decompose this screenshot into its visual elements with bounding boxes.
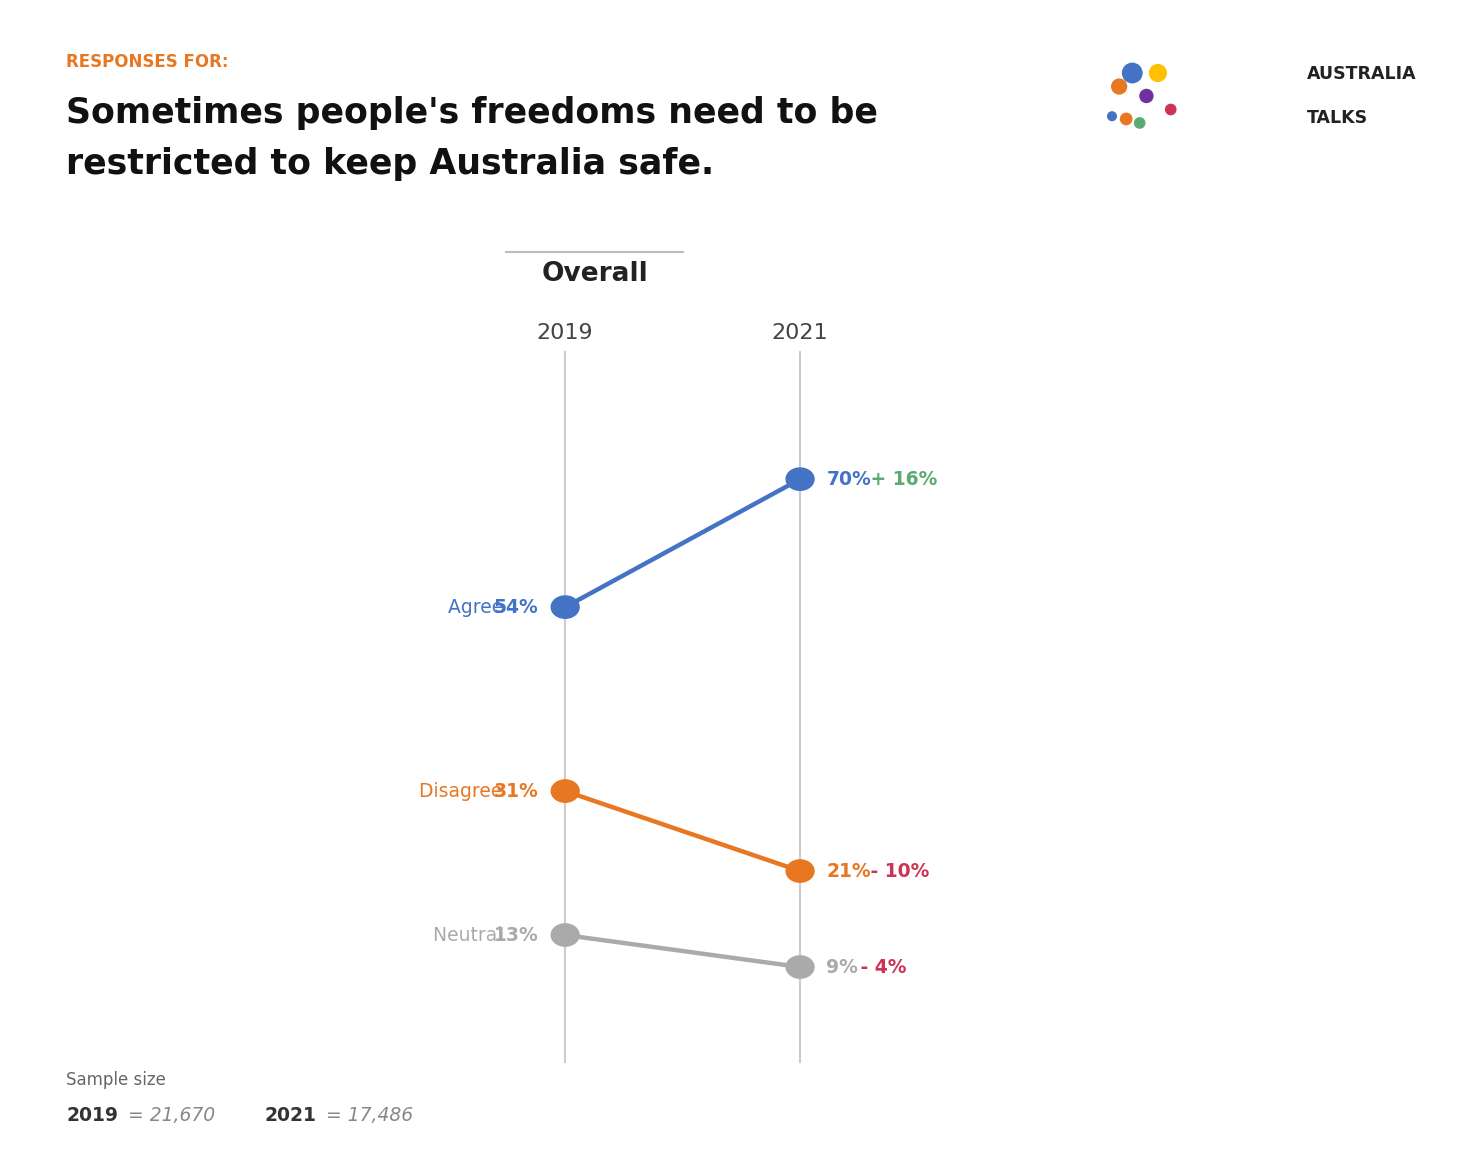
Point	[791, 1055, 809, 1070]
Point	[556, 784, 574, 798]
Text: Neutral: Neutral	[433, 925, 509, 945]
Text: 54%: 54%	[495, 598, 539, 616]
Text: 2021: 2021	[264, 1106, 316, 1125]
Point	[556, 1055, 574, 1070]
Point	[556, 927, 574, 942]
Circle shape	[1120, 113, 1132, 124]
Point	[556, 600, 574, 614]
Circle shape	[1135, 117, 1145, 128]
Text: 70%: 70%	[826, 470, 871, 488]
Text: 2019: 2019	[537, 323, 593, 343]
Circle shape	[787, 956, 815, 978]
Point	[791, 960, 809, 974]
Circle shape	[1108, 112, 1116, 121]
Text: 13%: 13%	[495, 925, 539, 945]
Point	[556, 345, 574, 359]
Text: Disagree: Disagree	[420, 782, 509, 801]
Circle shape	[1166, 104, 1176, 115]
Point	[674, 245, 691, 259]
Circle shape	[1123, 63, 1142, 82]
Text: 9%: 9%	[826, 958, 859, 977]
Line: 2 pts: 2 pts	[565, 935, 800, 967]
Text: 2021: 2021	[772, 323, 828, 343]
Text: TALKS: TALKS	[1307, 109, 1368, 127]
Text: 21%: 21%	[826, 862, 871, 880]
Circle shape	[1111, 79, 1126, 94]
Text: Sample size: Sample size	[66, 1071, 166, 1088]
Circle shape	[787, 859, 815, 882]
Text: + 16%: + 16%	[863, 470, 937, 488]
Point	[791, 345, 809, 359]
Circle shape	[787, 468, 815, 491]
Circle shape	[1149, 65, 1166, 81]
Text: restricted to keep Australia safe.: restricted to keep Australia safe.	[66, 147, 715, 181]
Line: 2 pts: 2 pts	[565, 791, 800, 871]
Text: - 4%: - 4%	[854, 958, 906, 977]
Circle shape	[1141, 89, 1152, 102]
Text: 31%: 31%	[495, 782, 539, 801]
Text: - 10%: - 10%	[863, 862, 929, 880]
Text: Agree: Agree	[448, 598, 509, 616]
Circle shape	[552, 780, 580, 802]
Line: 2 pts: 2 pts	[565, 479, 800, 607]
Text: 2019: 2019	[66, 1106, 117, 1125]
Text: Overall: Overall	[542, 261, 647, 286]
Text: RESPONSES FOR:: RESPONSES FOR:	[66, 53, 229, 70]
Circle shape	[552, 924, 580, 946]
Text: = 21,670: = 21,670	[128, 1106, 214, 1125]
Point	[791, 472, 809, 486]
Text: Sometimes people's freedoms need to be: Sometimes people's freedoms need to be	[66, 96, 878, 130]
Point	[791, 864, 809, 878]
Text: AUSTRALIA: AUSTRALIA	[1307, 65, 1417, 82]
Point	[498, 245, 515, 259]
Circle shape	[552, 596, 580, 619]
Text: = 17,486: = 17,486	[326, 1106, 413, 1125]
